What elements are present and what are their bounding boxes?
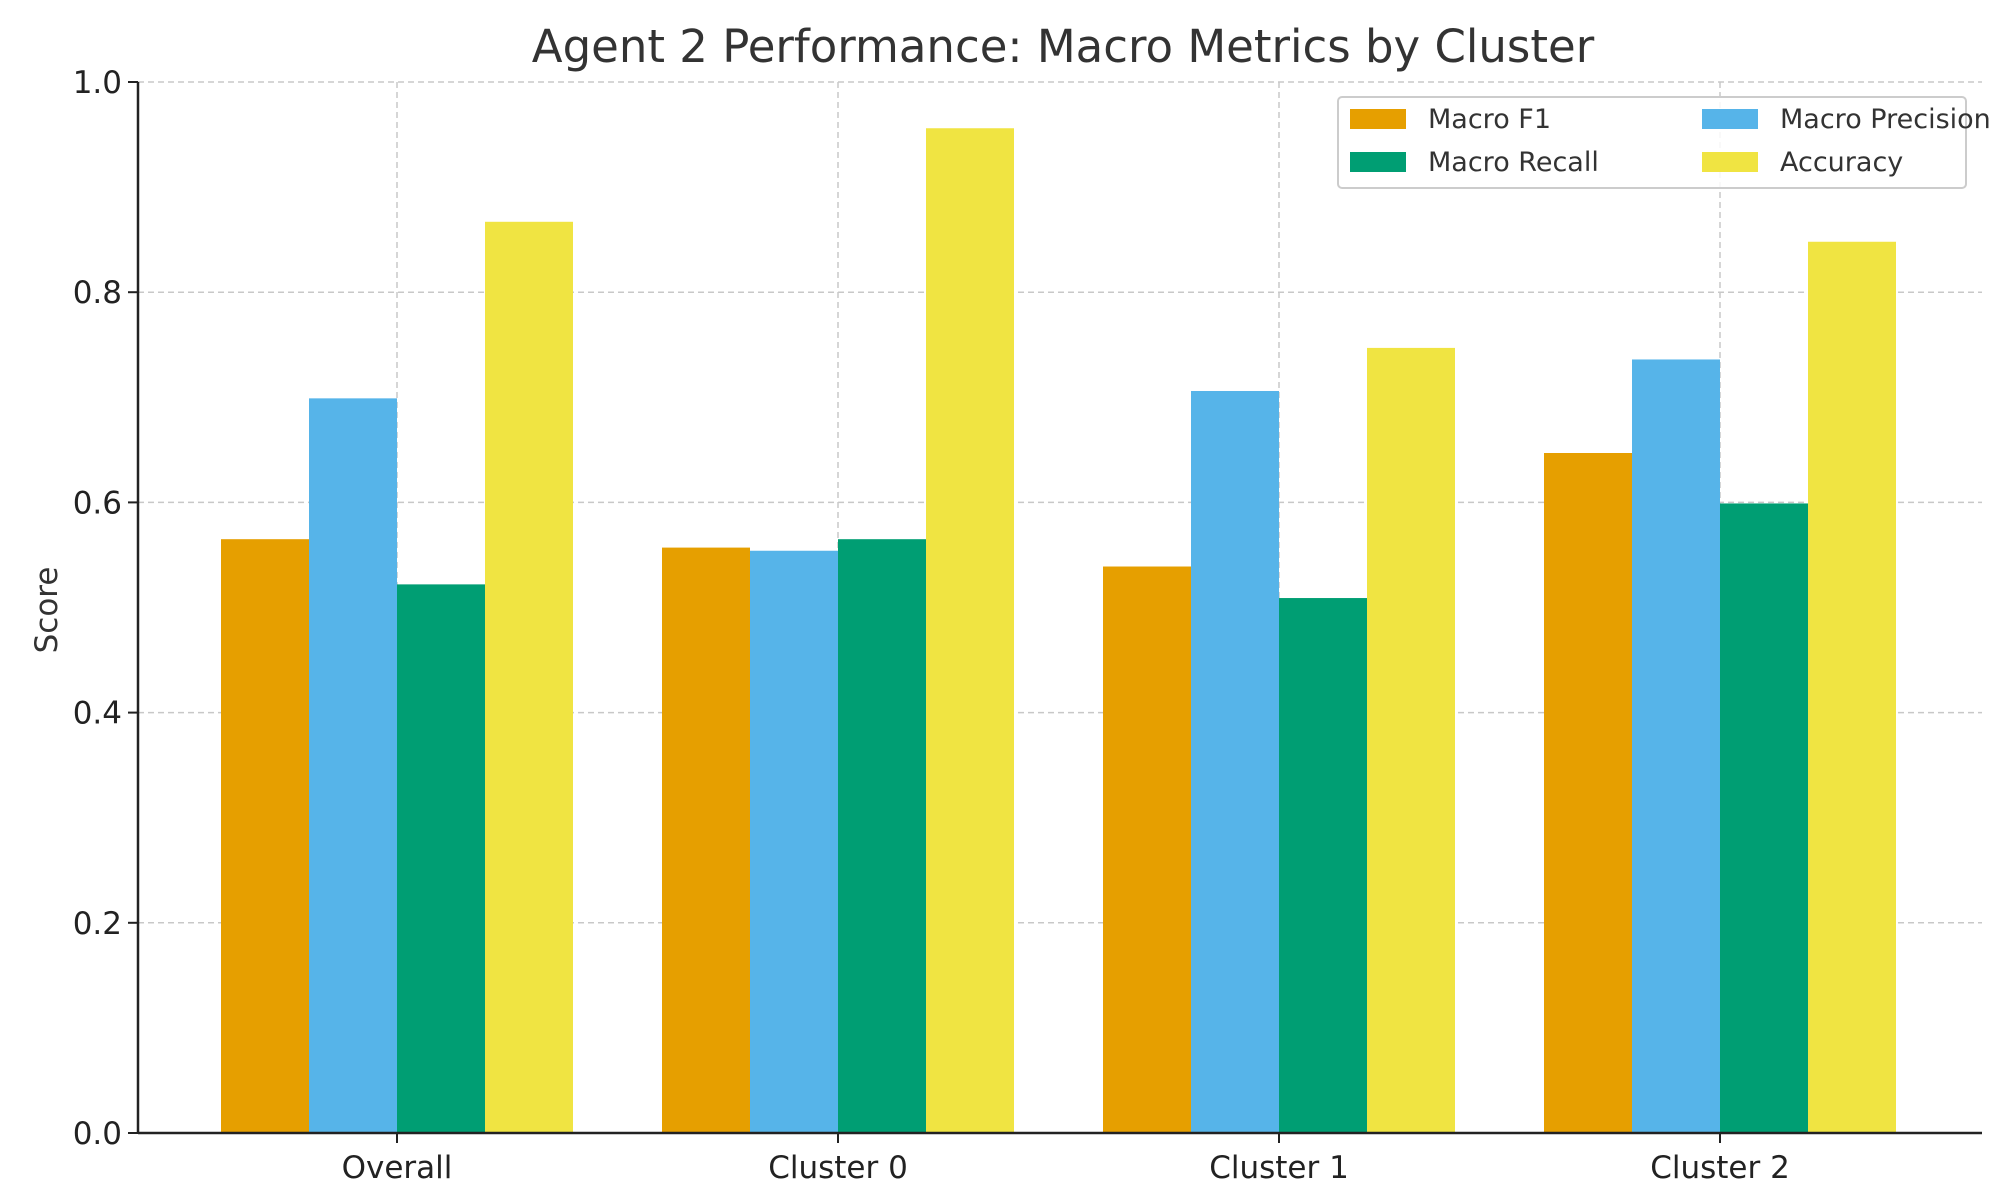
y-tick-label: 0.4 <box>73 696 122 732</box>
x-tick-label: Cluster 1 <box>1209 1150 1349 1186</box>
legend-swatch-macro-f1 <box>1350 109 1406 129</box>
axes: 0.0 0.2 0.4 0.6 0.8 1.0 Overall Cluster 0 Cluste… <box>73 65 1982 1186</box>
y-axis-label: Score <box>29 567 65 654</box>
bar-accuracy <box>926 128 1014 1133</box>
bar-macro-precision <box>750 550 838 1133</box>
legend-label-macro-f1: Macro F1 <box>1428 104 1551 135</box>
bar-accuracy <box>1808 241 1896 1133</box>
bar-macro-f1 <box>1544 453 1632 1133</box>
bar-accuracy <box>1367 347 1455 1133</box>
legend-label-accuracy: Accuracy <box>1780 147 1903 178</box>
bar-macro-precision <box>1191 390 1279 1133</box>
y-tick-label: 0.8 <box>73 275 122 311</box>
bar-accuracy <box>485 221 573 1133</box>
chart-title: Agent 2 Performance: Macro Metrics by Cl… <box>532 20 1595 73</box>
bar-macro-f1 <box>221 539 309 1133</box>
bar-macro-f1 <box>1103 566 1191 1133</box>
legend: Macro F1 Macro Precision Macro Recall Accur… <box>1337 96 1991 189</box>
legend-swatch-macro-precision <box>1702 109 1758 129</box>
bar-macro-precision <box>1632 359 1720 1133</box>
legend-swatch-accuracy <box>1702 152 1758 172</box>
bar-macro-recall <box>1720 503 1808 1133</box>
legend-box <box>1337 96 1967 189</box>
y-tick-label: 0.0 <box>73 1116 122 1152</box>
bar-macro-recall <box>397 584 485 1133</box>
x-tick-label: Overall <box>342 1150 453 1186</box>
x-tick-label: Cluster 0 <box>768 1150 908 1186</box>
y-tick-label: 0.6 <box>73 485 122 521</box>
x-tick-label: Cluster 2 <box>1650 1150 1790 1186</box>
legend-label-macro-precision: Macro Precision <box>1780 104 1991 135</box>
bar-macro-precision <box>309 398 397 1133</box>
bar-macro-recall <box>838 539 926 1133</box>
bars <box>221 128 1896 1133</box>
y-tick-label: 0.2 <box>73 906 122 942</box>
y-tick-label: 1.0 <box>73 65 122 101</box>
bar-macro-f1 <box>662 547 750 1133</box>
legend-swatch-macro-recall <box>1350 152 1406 172</box>
bar-macro-recall <box>1279 598 1367 1133</box>
legend-label-macro-recall: Macro Recall <box>1428 147 1599 178</box>
